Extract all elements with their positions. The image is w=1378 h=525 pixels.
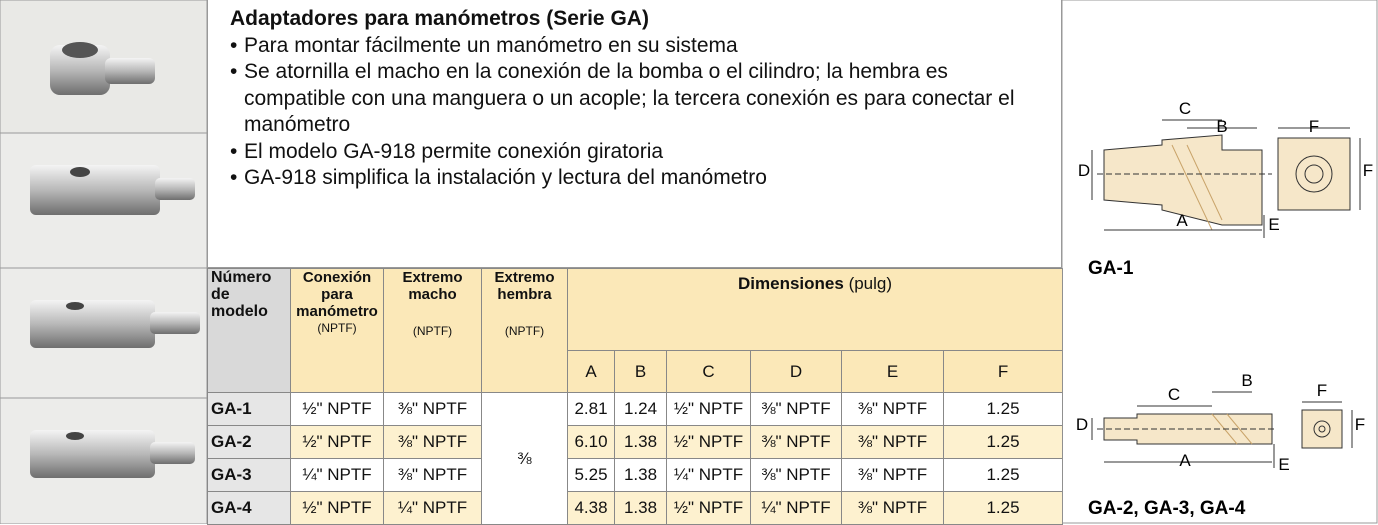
data-cell: ½" NPTF — [666, 392, 751, 426]
description-title: Adaptadores para manómetros (Serie GA) — [230, 7, 649, 30]
spec-table: Número de modelo Conexión para manómetro(… — [207, 268, 1064, 525]
female-end: ⅜ — [481, 392, 568, 525]
description: Adaptadores para manómetros (Serie GA) P… — [207, 0, 1062, 268]
data-cell: ½" NPTF — [666, 491, 751, 525]
data-row: GA-1 ½" NPTF ⅜" NPTF ⅜ 2.81 1.24 ½" NPTF ⅜" NPT… — [207, 392, 1064, 525]
column-label: Extremo macho — [402, 269, 463, 303]
dimension-column: B — [614, 350, 667, 393]
dimension-column: A — [567, 350, 615, 393]
photo-ga1 — [50, 42, 155, 95]
data-cell: ¼" NPTF — [290, 458, 384, 492]
diagram-labels: C B F D F A E B C F D F A E — [1076, 99, 1373, 474]
data-cell: 1.25 — [942, 392, 1064, 426]
data-cell: 1.38 — [614, 458, 667, 492]
data-cell: ¼" NPTF — [666, 458, 751, 492]
model-header: Número de modelo — [207, 268, 291, 393]
dimension-label: F — [1317, 381, 1327, 400]
photo-ga2 — [30, 165, 195, 215]
dimension-column: E — [841, 350, 944, 393]
column-unit: (NPTF) — [317, 321, 357, 335]
data-cell: ⅜" NPTF — [750, 392, 842, 426]
data-cell: ⅜" NPTF — [841, 458, 944, 492]
dimension-label: F — [1363, 161, 1373, 180]
diagrams: C B F D F A E B C F D F A E GA-1 GA-2, GA-3, GA-4 — [1062, 0, 1378, 524]
data-cell: ½" NPTF — [290, 491, 384, 525]
data-cell: 5.25 — [567, 458, 615, 492]
dimension-label: B — [1241, 371, 1252, 390]
data-cell: 4.38 — [567, 491, 615, 525]
dimension-label: F — [1355, 415, 1365, 434]
column-label: Conexión para manómetro — [296, 269, 378, 320]
data-cell: ⅜" NPTF — [750, 425, 842, 459]
dimension-label: A — [1176, 211, 1188, 230]
header-row: Número de modelo Conexión para manómetro(… — [207, 268, 1064, 393]
diagram-caption: GA-2, GA-3, GA-4 — [1088, 498, 1246, 519]
dimension-label: C — [1179, 99, 1191, 118]
data-row: GA-4 ½" NPTF ¼" NPTF 4.38 1.38 ½" NPTF ¼" NPTF… — [207, 491, 1064, 525]
dimension-label: E — [1268, 215, 1279, 234]
data-row: GA-3 ¼" NPTF ⅜" NPTF 5.25 1.38 ¼" NPTF ⅜" NPTF… — [207, 458, 1064, 492]
data-cell: 1.25 — [942, 425, 1064, 459]
column-unit: (NPTF) — [412, 324, 453, 338]
column-label: Extremo hembra — [494, 269, 555, 303]
photo-ga4 — [30, 430, 195, 478]
data-cell: ⅜" NPTF — [750, 458, 842, 492]
column-header: Extremo hembra (NPTF) — [481, 268, 568, 393]
data-cell: ⅜" NPTF — [841, 491, 944, 525]
diagram-ga1 — [1091, 119, 1361, 238]
data-cell: 6.10 — [567, 425, 615, 459]
model-cell: GA-3 — [207, 458, 291, 492]
model-cell: GA-2 — [207, 425, 291, 459]
dimension-label: C — [1168, 385, 1180, 404]
data-cell: 1.38 — [614, 491, 667, 525]
diagram-ga2 — [1091, 391, 1353, 468]
data-cell: ⅜" NPTF — [841, 392, 944, 426]
dimension-label: D — [1076, 415, 1088, 434]
column-unit: (NPTF) — [504, 324, 545, 338]
data-cell: ⅜" NPTF — [841, 425, 944, 459]
product-photos — [0, 0, 207, 524]
dimension-column: D — [750, 350, 842, 393]
data-row: GA-2 ½" NPTF ⅜" NPTF 6.10 1.38 ½" NPTF ⅜" NPTF… — [207, 425, 1064, 459]
data-cell: ¼" NPTF — [750, 491, 842, 525]
data-cell: 1.38 — [614, 425, 667, 459]
dimension-label: F — [1309, 117, 1319, 136]
model-cell: GA-4 — [207, 491, 291, 525]
bullet-list: Para montar fácilmente un manómetro en s… — [230, 33, 1020, 192]
data-cell: ⅜" NPTF — [383, 458, 482, 492]
dimension-label: D — [1078, 161, 1090, 180]
dimensions-header: Dimensiones (pulg) — [566, 268, 1064, 351]
data-cell: 1.24 — [614, 392, 667, 426]
data-cell: ½" NPTF — [666, 425, 751, 459]
data-cell: 1.25 — [942, 491, 1064, 525]
dimension-label: E — [1278, 455, 1289, 474]
data-cell: ½" NPTF — [290, 392, 384, 426]
data-cell: ⅜" NPTF — [383, 392, 482, 426]
data-cell: 1.25 — [942, 458, 1064, 492]
data-cell: 2.81 — [567, 392, 615, 426]
bullet: El modelo GA-918 permite conexión girato… — [230, 139, 1020, 166]
bullet: Se atornilla el macho en la conexión de … — [230, 59, 1020, 139]
dimension-label: B — [1216, 117, 1227, 136]
data-cell: ¼" NPTF — [383, 491, 482, 525]
dimensions-unit: (pulg) — [848, 274, 893, 293]
dimension-column: C — [666, 350, 751, 393]
dimensions-label: Dimensiones — [738, 274, 844, 293]
model-cell: GA-1 — [207, 392, 291, 426]
column-header: Conexión para manómetro (NPTF) — [290, 268, 384, 393]
data-cell: ⅜" NPTF — [383, 425, 482, 459]
photo-ga3 — [30, 300, 200, 348]
column-header: Extremo macho (NPTF) — [383, 268, 482, 393]
column-label: Número de modelo — [211, 269, 272, 320]
dimension-label: A — [1179, 451, 1191, 470]
dimension-column: F — [942, 350, 1064, 393]
diagram-caption: GA-1 — [1088, 258, 1134, 279]
data-cell: ½" NPTF — [290, 425, 384, 459]
bullet: GA-918 simplifica la instalación y lectu… — [230, 165, 1020, 192]
bullet: Para montar fácilmente un manómetro en s… — [230, 33, 1020, 60]
